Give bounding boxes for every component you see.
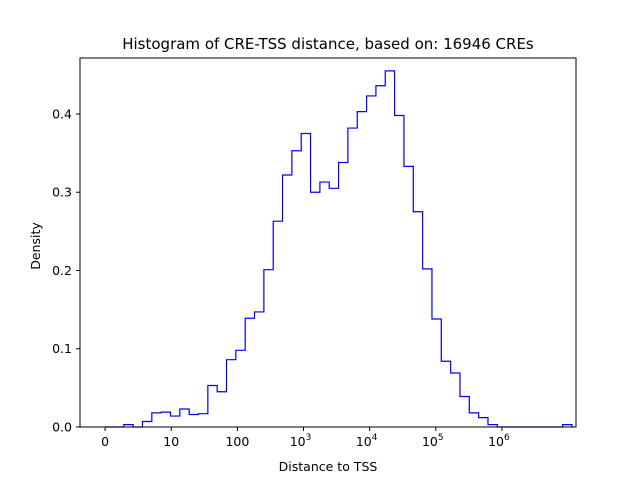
x-tick-label-exponent: 5: [438, 433, 444, 443]
y-tick-label: 0.4: [52, 106, 72, 121]
x-tick-label-exponent: 6: [504, 433, 510, 443]
y-tick-label: 0.1: [52, 341, 72, 356]
x-tick-label: 10: [163, 434, 179, 449]
y-tick-label: 0.0: [52, 420, 72, 435]
axes-frame: [79, 57, 577, 428]
chart-title: Histogram of CRE-TSS distance, based on:…: [122, 35, 534, 53]
y-axis-ticks: 0.0 0.1 0.2 0.3 0.4: [52, 106, 80, 435]
y-axis-label: Density: [28, 222, 43, 270]
x-tick-label: 0: [101, 434, 109, 449]
x-tick-label-exponent: 3: [306, 433, 312, 443]
x-tick-label: 100: [225, 434, 249, 449]
y-tick-label: 0.2: [52, 263, 72, 278]
y-tick-label: 0.3: [52, 185, 72, 200]
histogram-step-line: [105, 70, 573, 428]
x-axis-label: Distance to TSS: [279, 459, 378, 474]
x-tick-label-exponent: 4: [372, 433, 378, 443]
